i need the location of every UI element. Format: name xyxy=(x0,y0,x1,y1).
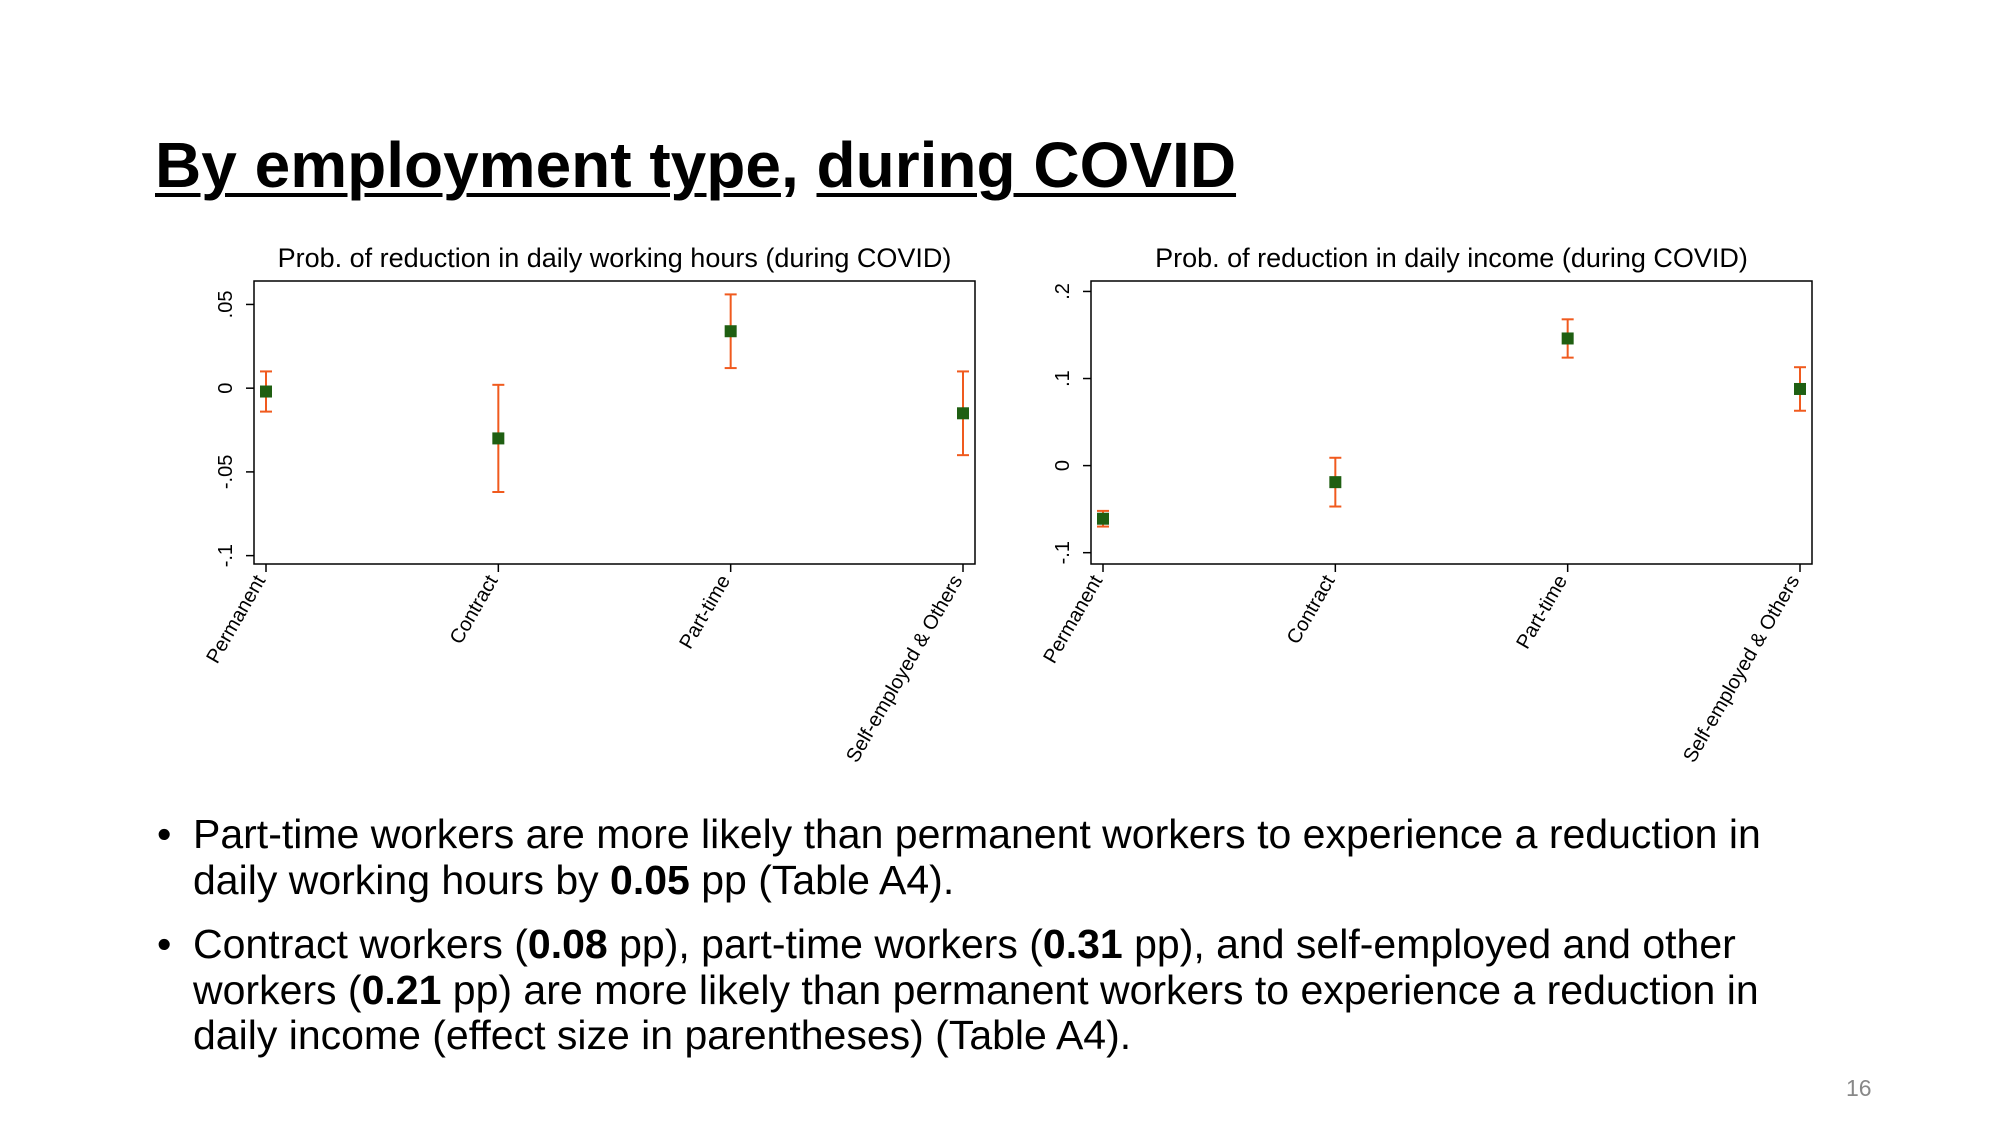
text: pp), and self-employed and other workers… xyxy=(193,921,1748,1013)
x-tick-label: Contract xyxy=(1283,571,1340,648)
point xyxy=(957,407,969,420)
bold-text: 0.08 xyxy=(527,921,608,967)
y-tick-label: 0 xyxy=(1052,460,1074,471)
title-part: during COVID xyxy=(816,129,1237,201)
x-tick-label: Self-employed & Others xyxy=(842,572,967,767)
slide-title: By employment type, during COVID xyxy=(155,128,1236,202)
y-tick-label: -.05 xyxy=(215,455,237,489)
point xyxy=(724,325,737,338)
point xyxy=(1329,476,1342,489)
y-tick-label: 0 xyxy=(215,383,237,394)
y-tick-label: .1 xyxy=(1052,370,1074,387)
y-tick-label: -.1 xyxy=(1052,541,1074,564)
page-number: 16 xyxy=(1846,1075,1872,1101)
text: pp), part-time workers ( xyxy=(607,921,1043,967)
y-tick-label: .05 xyxy=(215,291,237,319)
bold-text: 0.05 xyxy=(610,856,690,903)
x-tick-label: Part-time xyxy=(1512,572,1572,653)
text: pp) are more likely than permanent worke… xyxy=(193,966,1771,1058)
bullet: Contract workers (0.08 pp), part-time wo… xyxy=(157,921,1823,1059)
point xyxy=(260,385,272,398)
chart-title: Prob. of reduction in daily working hour… xyxy=(278,243,952,273)
x-tick-label: Permanent xyxy=(1039,571,1107,667)
text: pp (Table A4). xyxy=(689,856,955,903)
chart-title: Prob. of reduction in daily income (duri… xyxy=(1155,243,1748,273)
bullet-list: Part-time workers are more likely than p… xyxy=(157,811,1823,1078)
text: Contract workers ( xyxy=(193,921,528,967)
y-tick-label: .2 xyxy=(1052,283,1074,300)
title-part: By employment type xyxy=(155,129,781,201)
y-tick-label: -.1 xyxy=(215,544,237,567)
text: Part-time workers are more likely than p… xyxy=(193,811,1773,903)
point xyxy=(1097,512,1109,525)
x-tick-label: Permanent xyxy=(202,571,270,667)
point xyxy=(492,432,505,445)
plot-frame xyxy=(253,280,976,565)
bold-text: 0.31 xyxy=(1042,921,1123,967)
point xyxy=(1794,382,1806,395)
point xyxy=(1561,332,1574,345)
bold-text: 0.21 xyxy=(361,966,442,1013)
x-tick-label: Contract xyxy=(446,571,503,648)
bullet: Part-time workers are more likely than p… xyxy=(157,811,1823,903)
plot-frame xyxy=(1090,280,1813,565)
x-tick-label: Self-employed & Others xyxy=(1679,572,1804,767)
x-tick-label: Part-time xyxy=(675,572,735,653)
title-part: , xyxy=(780,129,817,201)
